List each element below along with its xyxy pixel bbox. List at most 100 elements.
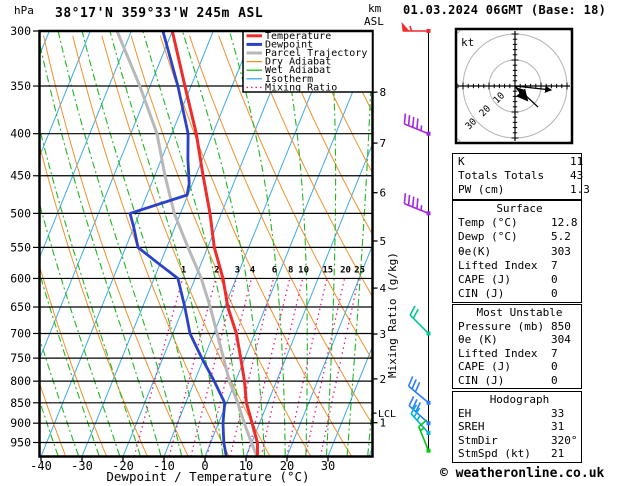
hodograph-stats-panel: Hodograph EH 33 SREH 31 StmDir 320° StmSpd (kt…: [452, 391, 582, 463]
mixing-ratio-lines: [133, 277, 360, 457]
asl-unit-label: ASL: [364, 15, 384, 28]
svg-text:1: 1: [181, 266, 186, 276]
most-unstable-panel: Most Unstable Pressure (mb) 850 θe (K) 304 L…: [452, 304, 582, 389]
stat-row: Lifted Index 7: [458, 346, 558, 360]
svg-text:15: 15: [322, 266, 333, 276]
most-unstable-rows: Pressure (mb) 850 θe (K) 304 Lifted Index 7 CA…: [458, 320, 581, 388]
background-lines: [39, 31, 373, 457]
wind-barbs: [401, 22, 431, 453]
chart-layers: 1 2 3 4 6 8 10 15 20 2530035040045050055060065070…: [10, 22, 574, 473]
svg-text:950: 950: [10, 435, 31, 449]
svg-text:600: 600: [10, 271, 31, 285]
stat-row: Lifted Index 7: [458, 258, 558, 272]
svg-text:-20: -20: [112, 459, 134, 473]
svg-text:400: 400: [10, 127, 31, 141]
stat-row: Dewp (°C) 5.2: [458, 230, 571, 244]
dry-adiabats: [39, 35, 373, 457]
stat-row: EH 33: [458, 406, 565, 420]
most-unstable-title: Most Unstable: [476, 306, 563, 319]
svg-text:Mixing Ratio: Mixing Ratio: [265, 82, 337, 93]
lcl-label: LCL: [378, 409, 396, 420]
stat-row: PW (cm) 1.3: [458, 183, 590, 197]
svg-text:10: 10: [239, 459, 253, 473]
svg-text:0: 0: [201, 459, 208, 473]
indices-rows: K 11 Totals Totals 43 PW (cm) 1.3: [458, 155, 590, 198]
sounding-curves: [115, 31, 259, 457]
svg-text:25: 25: [354, 266, 365, 276]
svg-text:500: 500: [10, 206, 31, 220]
svg-text:2: 2: [380, 373, 387, 386]
stat-row: StmSpd (kt) 21: [458, 447, 565, 460]
svg-text:550: 550: [10, 240, 31, 254]
svg-text:6: 6: [272, 266, 277, 276]
surface-stats-panel: Surface Temp (°C) 12.8 Dewp (°C) 5.2 θe(K) 30…: [452, 200, 582, 304]
stat-row: CAPE (J) 0: [458, 360, 558, 373]
srh-vector-arrow: [517, 87, 539, 108]
stat-row: θe (K) 304: [458, 333, 571, 346]
plot-border: [38, 29, 374, 458]
svg-text:Isotherm: Isotherm: [265, 74, 313, 85]
svg-text:900: 900: [10, 416, 31, 430]
svg-text:3: 3: [235, 266, 240, 276]
stat-row: θe(K) 303: [458, 244, 571, 258]
svg-text:850: 850: [10, 396, 31, 410]
page-title: 38°17'N 359°33'W 245m ASL: [55, 6, 263, 21]
stat-row: Temp (°C) 12.8: [458, 216, 578, 230]
svg-text:Dry Adiabat: Dry Adiabat: [265, 57, 331, 68]
svg-text:Wet Adiabat: Wet Adiabat: [265, 65, 331, 76]
svg-text:-10: -10: [153, 459, 175, 473]
stat-row: Pressure (mb) 850: [458, 319, 571, 333]
copyright-note: © weatheronline.co.uk: [440, 466, 605, 481]
svg-text:450: 450: [10, 169, 31, 183]
svg-text:8: 8: [288, 266, 293, 276]
svg-text:Temperature: Temperature: [265, 31, 331, 42]
parcel-trajectory-curve: [115, 31, 259, 457]
stat-row: K 11: [458, 155, 584, 168]
stat-row: Totals Totals 43: [458, 169, 584, 183]
km-axis: 1 2 3 4 5 6 7 8: [372, 86, 387, 430]
mixing-ratio-labels: 1 2 3 4 6 8 10 15 20 25: [181, 266, 365, 276]
svg-text:-40: -40: [30, 459, 52, 473]
svg-text:Dewpoint: Dewpoint: [265, 39, 313, 50]
shear-vector-arrow: [514, 85, 553, 93]
svg-text:30: 30: [321, 459, 335, 473]
km-unit-label: km: [368, 2, 382, 15]
indices-panel: K 11 Totals Totals 43 PW (cm) 1.3: [452, 153, 590, 200]
svg-text:3: 3: [380, 328, 387, 341]
svg-text:700: 700: [10, 326, 31, 340]
hodograph-stats-rows: EH 33 SREH 31 StmDir 320° StmSpd (kt) 21: [458, 407, 581, 461]
svg-text:6: 6: [380, 187, 387, 200]
svg-text:800: 800: [10, 374, 31, 388]
svg-text:20: 20: [340, 266, 351, 276]
svg-text:20: 20: [280, 459, 294, 473]
svg-text:750: 750: [10, 351, 31, 365]
hodograph-stats-title: Hodograph: [489, 393, 550, 406]
pressure-unit-label: hPa: [14, 4, 34, 17]
stat-row: CIN (J) 0: [458, 373, 558, 387]
svg-text:10: 10: [298, 266, 309, 276]
stat-row: CIN (J) 0: [458, 287, 558, 301]
svg-text:5: 5: [380, 235, 387, 248]
svg-text:4: 4: [380, 282, 387, 295]
temp-axis-ticks: -40 -30 -20 -10 0 10 20 30: [30, 456, 335, 473]
stat-row: SREH 31: [458, 420, 565, 433]
svg-text:1: 1: [380, 417, 387, 430]
surface-panel-title: Surface: [496, 202, 543, 215]
svg-text:300: 300: [10, 24, 31, 38]
datetime-label: 01.03.2024 06GMT (Base: 18): [403, 3, 606, 17]
svg-text:7: 7: [380, 137, 387, 150]
temperature-curve: [170, 31, 259, 457]
hodograph-unit-label: kt: [461, 36, 474, 49]
stat-row: CAPE (J) 0: [458, 272, 558, 286]
xaxis-title: Dewpoint / Temperature (°C): [106, 469, 309, 484]
svg-text:8: 8: [380, 86, 387, 99]
dewpoint-curve: [128, 31, 228, 457]
svg-text:Parcel Trajectory: Parcel Trajectory: [265, 48, 367, 59]
isotherms: [39, 31, 373, 457]
svg-text:-30: -30: [71, 459, 93, 473]
surface-rows: Temp (°C) 12.8 Dewp (°C) 5.2 θe(K) 303 Lifted …: [458, 216, 581, 301]
svg-text:350: 350: [10, 79, 31, 93]
